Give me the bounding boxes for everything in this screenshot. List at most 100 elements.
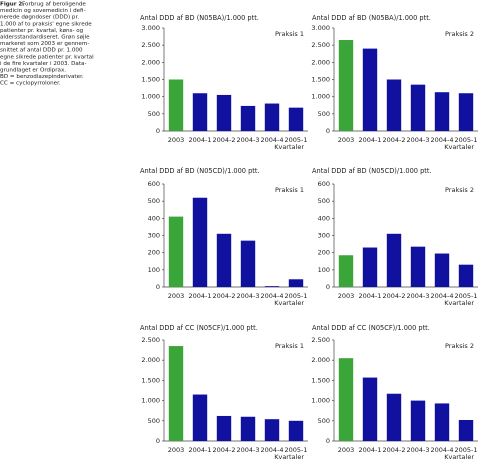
bar	[362, 48, 378, 131]
y-tick-label: 0	[326, 127, 330, 135]
x-tick-label: 2003	[338, 136, 355, 144]
x-tick-label: 2005-1	[454, 136, 477, 144]
y-tick-label: 100	[318, 266, 330, 274]
caption-line: aldersstandardiseret. Grøn søjle	[0, 35, 90, 41]
x-tick-label: 2005-1	[284, 292, 307, 300]
x-tick-label: 2004-1	[188, 292, 211, 300]
bar	[288, 279, 304, 287]
bar	[362, 377, 378, 441]
caption-line: medicin og sovemedicin i defi-	[0, 8, 86, 14]
bar	[386, 79, 402, 131]
y-tick-label: 500	[318, 197, 330, 205]
y-tick-label: 0	[156, 127, 160, 135]
annotation: Praksis 2	[445, 30, 474, 38]
annotation: Praksis 1	[275, 342, 304, 350]
y-tick-label: 1.500	[311, 76, 330, 84]
bar	[240, 416, 256, 441]
y-tick-label: 1.500	[311, 376, 330, 384]
y-tick-label: 500	[148, 110, 160, 118]
x-tick-label: 2004-3	[406, 446, 429, 454]
y-tick-label: 1.000	[141, 397, 160, 405]
caption-line: egne sikrede patienter pr. kvartal	[0, 54, 94, 60]
bar	[386, 393, 402, 441]
y-tick-label: 0	[156, 283, 160, 291]
y-tick-label: 600	[318, 180, 330, 188]
x-tick-label: 2004-1	[358, 446, 381, 454]
x-tick-label: 2004-3	[406, 292, 429, 300]
y-tick-label: 600	[148, 180, 160, 188]
y-tick-label: 3.000	[141, 24, 160, 32]
caption-line: BD = benzodiazepinderivater.	[0, 74, 84, 80]
bar	[434, 92, 450, 131]
y-tick-label: 0	[326, 437, 330, 445]
bar	[410, 246, 426, 287]
x-tick-label: 2004-2	[212, 446, 235, 454]
bar	[386, 233, 402, 287]
bar	[168, 346, 184, 441]
caption-line: patienter pr. kvartal, køns- og	[0, 28, 84, 34]
x-tick-label: 2004-2	[212, 136, 235, 144]
y-tick-label: 200	[148, 249, 160, 257]
y-tick-label: 2.000	[311, 58, 330, 66]
x-tick-label: 2004-1	[358, 292, 381, 300]
x-tick-label: 2004-2	[382, 136, 405, 144]
x-axis-label: Kvartaler	[444, 299, 474, 307]
caption-line: markeret som 2003 er gennem-	[0, 41, 89, 47]
bar	[240, 105, 256, 131]
y-tick-label: 100	[148, 266, 160, 274]
x-tick-label: 2004-2	[212, 292, 235, 300]
bar	[288, 107, 304, 131]
bar	[264, 286, 280, 287]
x-axis-label: Kvartaler	[274, 453, 304, 461]
x-axis-label: Kvartaler	[444, 453, 474, 461]
caption-label: Figur 2.	[0, 2, 24, 8]
y-tick-label: 2.000	[141, 356, 160, 364]
y-tick-label: 1.000	[141, 93, 160, 101]
x-tick-label: 2004-4	[260, 292, 283, 300]
x-tick-label: 2004-3	[406, 136, 429, 144]
bar	[264, 103, 280, 131]
caption-line: grundlaget er Ordiprax.	[0, 68, 66, 74]
y-tick-label: 500	[318, 417, 330, 425]
x-tick-label: 2003	[168, 446, 185, 454]
bar	[240, 240, 256, 287]
bar	[264, 419, 280, 441]
annotation: Praksis 2	[445, 342, 474, 350]
x-tick-label: 2004-3	[236, 136, 259, 144]
y-tick-label: 2.000	[311, 356, 330, 364]
x-tick-label: 2003	[338, 446, 355, 454]
y-tick-label: 500	[148, 417, 160, 425]
chart-title: Antal DDD af BD (N05CD)/1.000 ptt.	[140, 167, 260, 175]
x-tick-label: 2004-1	[188, 136, 211, 144]
bar	[338, 40, 354, 132]
x-tick-label: 2003	[168, 136, 185, 144]
y-tick-label: 3.000	[311, 24, 330, 32]
bar	[410, 84, 426, 131]
x-tick-label: 2004-4	[430, 446, 453, 454]
x-axis-label: Kvartaler	[444, 143, 474, 151]
x-tick-label: 2004-4	[430, 136, 453, 144]
x-tick-label: 2004-3	[236, 292, 259, 300]
caption-line: nerede døgndoser (DDD) pr.	[0, 15, 79, 21]
chart-title: Antal DDD af BD (N05BA)/1.000 ptt.	[140, 14, 259, 22]
bar	[458, 93, 474, 131]
bar	[458, 264, 474, 287]
y-tick-label: 400	[148, 214, 160, 222]
caption-line: i de fire kvartaler i 2003. Data-	[0, 61, 87, 67]
bar	[458, 419, 474, 441]
bar	[410, 400, 426, 441]
bar	[192, 93, 208, 131]
x-tick-label: 2004-1	[358, 136, 381, 144]
x-tick-label: 2003	[338, 292, 355, 300]
y-tick-label: 2.000	[141, 58, 160, 66]
bar	[434, 253, 450, 287]
caption-line: Forbrug af beroligende	[22, 2, 86, 8]
x-tick-label: 2004-4	[430, 292, 453, 300]
x-tick-label: 2005-1	[454, 292, 477, 300]
y-tick-label: 500	[148, 197, 160, 205]
bar	[216, 94, 232, 131]
x-axis-label: Kvartaler	[274, 143, 304, 151]
x-tick-label: 2004-1	[188, 446, 211, 454]
x-tick-label: 2004-2	[382, 292, 405, 300]
